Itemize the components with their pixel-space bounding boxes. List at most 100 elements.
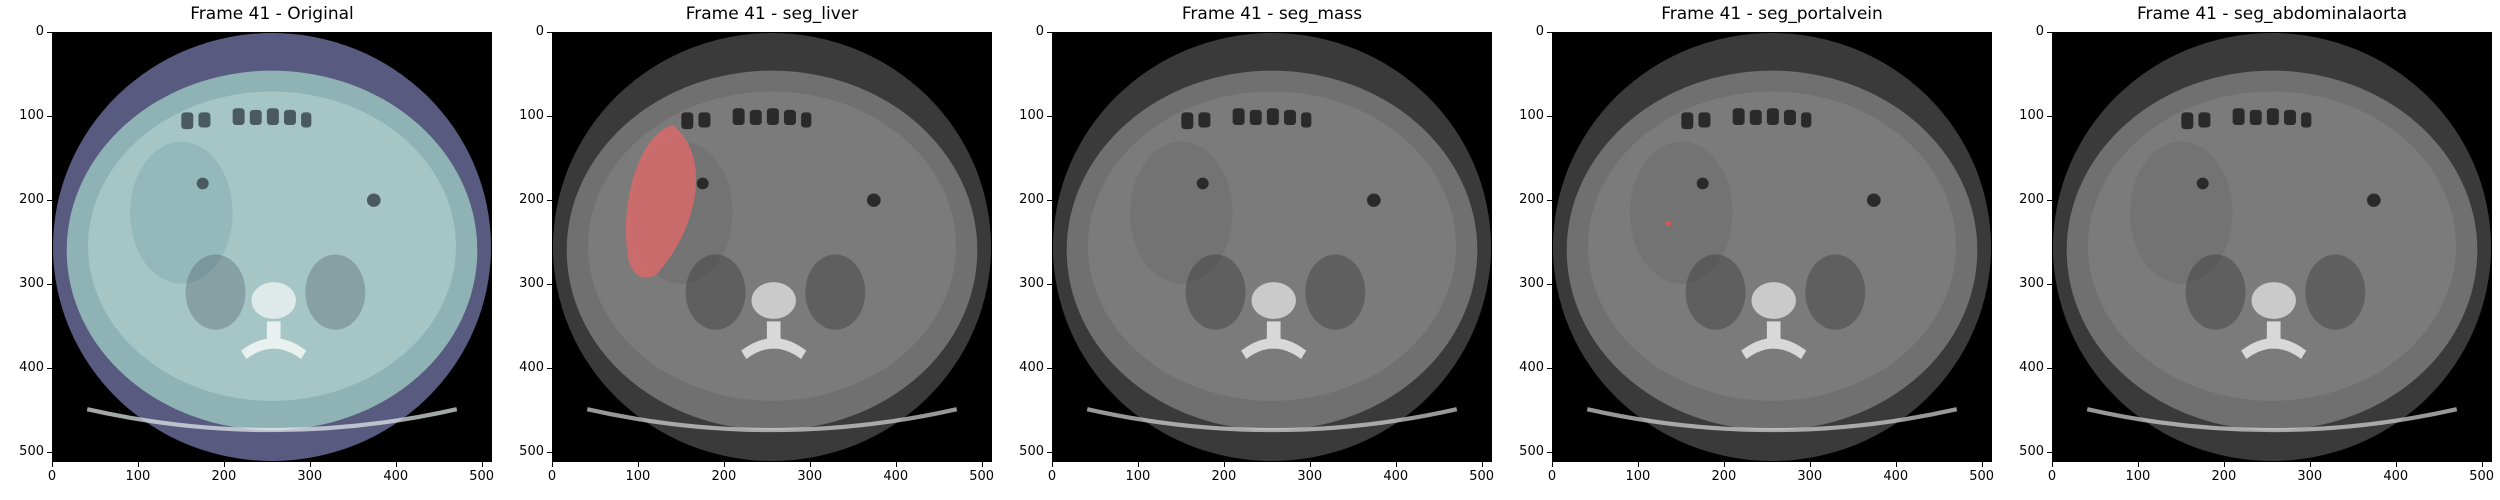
x-tick-mark bbox=[1223, 462, 1225, 467]
x-tick-label: 400 bbox=[1383, 469, 1409, 484]
liver-region bbox=[129, 141, 233, 284]
y-tick-label: 300 bbox=[2019, 275, 2044, 291]
y-tick-mark bbox=[2047, 32, 2052, 33]
y-tick-mark bbox=[547, 367, 552, 369]
ct-table bbox=[86, 407, 458, 433]
y-tick-label: 300 bbox=[519, 275, 544, 291]
x-tick-label: 500 bbox=[1469, 469, 1495, 484]
x-tick-mark bbox=[895, 462, 897, 467]
x-tick-label: 400 bbox=[383, 469, 409, 484]
ct-image bbox=[2052, 32, 2492, 462]
x-tick-label: 100 bbox=[1125, 469, 1151, 484]
ct-panel: Frame 41 - seg_abdominalaorta 0 100 200 300… bbox=[2000, 0, 2500, 500]
bowel-gas bbox=[681, 108, 881, 207]
y-tick-mark bbox=[2047, 367, 2052, 369]
liver-region bbox=[2129, 141, 2233, 284]
x-tick-label: 200 bbox=[711, 469, 737, 484]
x-tick-label: 300 bbox=[797, 469, 823, 484]
bowel-gas bbox=[181, 108, 381, 207]
x-tick-label: 500 bbox=[469, 469, 495, 484]
y-tick-label: 100 bbox=[519, 107, 544, 123]
spine bbox=[741, 282, 807, 360]
bowel-gas bbox=[1181, 108, 1381, 207]
y-tick-mark bbox=[1047, 115, 1052, 117]
x-tick-mark bbox=[1309, 462, 1311, 467]
y-tick-label: 0 bbox=[535, 24, 544, 39]
ct-table bbox=[2086, 407, 2458, 433]
x-tick-mark bbox=[1052, 462, 1053, 467]
y-tick-label: 400 bbox=[1019, 359, 1044, 375]
left-kidney bbox=[1685, 254, 1746, 330]
x-tick-label: 300 bbox=[297, 469, 323, 484]
y-tick-mark bbox=[547, 283, 552, 285]
x-tick-mark bbox=[52, 462, 53, 467]
x-tick-mark bbox=[1481, 462, 1483, 467]
y-tick-mark bbox=[47, 199, 52, 201]
ct-panel: Frame 41 - Original 0 100 200 300 400 500 0 100… bbox=[0, 0, 500, 500]
y-tick-mark bbox=[1547, 367, 1552, 369]
y-tick-label: 400 bbox=[19, 359, 44, 375]
x-tick-label: 0 bbox=[1547, 469, 1557, 484]
x-tick-label: 100 bbox=[625, 469, 651, 484]
y-tick-mark bbox=[47, 283, 52, 285]
x-tick-label: 400 bbox=[1883, 469, 1909, 484]
panel-title: Frame 41 - Original bbox=[190, 4, 354, 24]
ct-panel: Frame 41 - seg_mass 0 100 200 300 400 500 0 100… bbox=[1000, 0, 1500, 500]
y-tick-label: 400 bbox=[519, 359, 544, 375]
x-tick-label: 100 bbox=[125, 469, 151, 484]
y-tick-label: 300 bbox=[1019, 275, 1044, 291]
y-tick-label: 100 bbox=[1519, 107, 1544, 123]
left-kidney bbox=[685, 254, 746, 330]
x-tick-label: 300 bbox=[1297, 469, 1323, 484]
ct-table bbox=[586, 407, 958, 433]
y-tick-mark bbox=[2047, 199, 2052, 201]
left-kidney bbox=[2185, 254, 2246, 330]
x-tick-mark bbox=[2052, 462, 2053, 467]
ct-table bbox=[1586, 407, 1958, 433]
y-tick-label: 500 bbox=[519, 443, 544, 459]
y-tick-label: 0 bbox=[2035, 24, 2044, 39]
y-tick-label: 0 bbox=[1035, 24, 1044, 39]
y-tick-mark bbox=[2047, 451, 2052, 453]
liver-segmentation-mask bbox=[625, 124, 697, 278]
panel-title: Frame 41 - seg_abdominalaorta bbox=[2136, 4, 2408, 24]
x-tick-label: 500 bbox=[1969, 469, 1995, 484]
y-tick-label: 200 bbox=[1519, 191, 1544, 207]
y-tick-mark bbox=[2047, 283, 2052, 285]
y-tick-label: 200 bbox=[19, 191, 44, 207]
x-tick-mark bbox=[1552, 462, 1553, 467]
ct-image bbox=[1052, 32, 1492, 462]
x-tick-label: 200 bbox=[1211, 469, 1237, 484]
y-tick-mark bbox=[47, 32, 52, 33]
x-tick-label: 100 bbox=[2125, 469, 2151, 484]
y-tick-label: 100 bbox=[19, 107, 44, 123]
bowel-gas bbox=[1681, 108, 1881, 207]
x-tick-mark bbox=[981, 462, 983, 467]
spine bbox=[2241, 282, 2307, 360]
x-tick-mark bbox=[552, 462, 553, 467]
liver-region bbox=[1129, 141, 1233, 284]
y-tick-label: 500 bbox=[1519, 443, 1544, 459]
y-tick-mark bbox=[1047, 367, 1052, 369]
y-tick-label: 100 bbox=[1019, 107, 1044, 123]
right-kidney bbox=[305, 254, 366, 330]
panel-title: Frame 41 - seg_mass bbox=[1181, 4, 1363, 24]
left-kidney bbox=[1185, 254, 1246, 330]
y-tick-label: 500 bbox=[2019, 443, 2044, 459]
y-tick-mark bbox=[1547, 32, 1552, 33]
y-tick-mark bbox=[1547, 199, 1552, 201]
left-kidney bbox=[185, 254, 246, 330]
right-kidney bbox=[805, 254, 866, 330]
x-tick-mark bbox=[395, 462, 397, 467]
y-tick-mark bbox=[547, 199, 552, 201]
y-tick-mark bbox=[1547, 451, 1552, 453]
bowel-gas bbox=[2181, 108, 2381, 207]
x-tick-label: 0 bbox=[547, 469, 557, 484]
y-tick-label: 0 bbox=[35, 24, 44, 39]
x-tick-mark bbox=[2309, 462, 2311, 467]
right-kidney bbox=[1305, 254, 1366, 330]
x-tick-mark bbox=[809, 462, 811, 467]
x-tick-mark bbox=[1723, 462, 1725, 467]
y-tick-mark bbox=[1047, 32, 1052, 33]
y-tick-label: 0 bbox=[1535, 24, 1544, 39]
